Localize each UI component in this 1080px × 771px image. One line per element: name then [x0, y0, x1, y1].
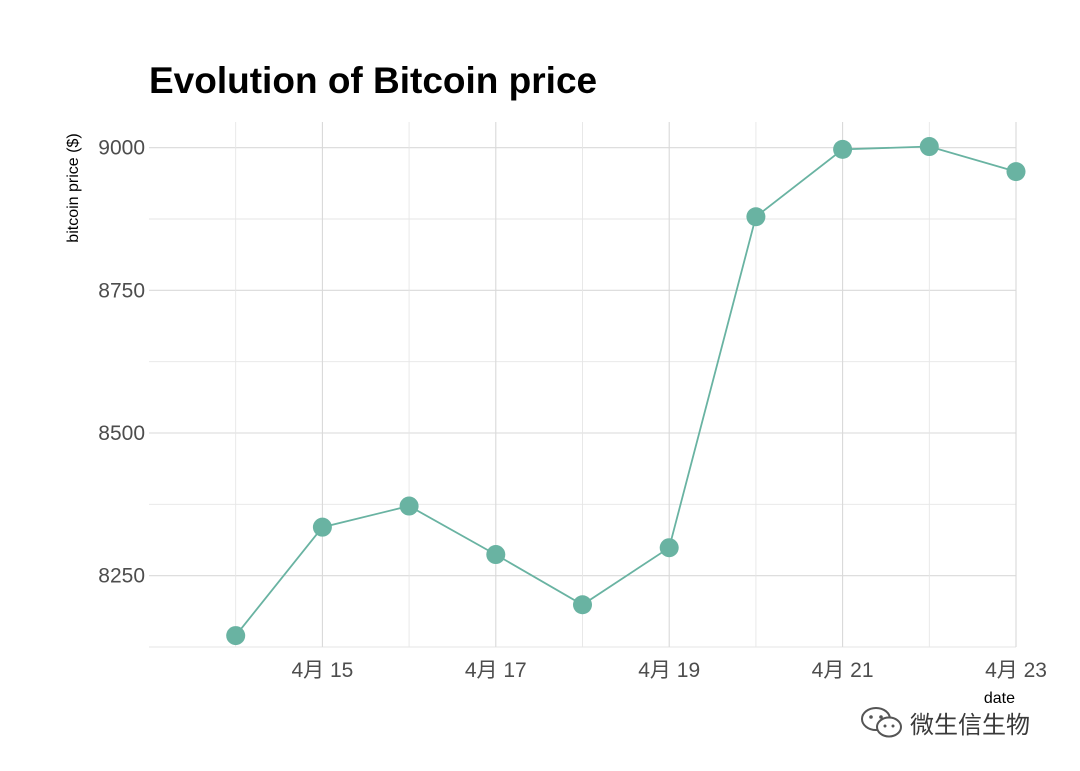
series-line	[234, 145, 1017, 637]
grid	[149, 122, 1017, 648]
data-point	[486, 545, 506, 565]
x-tick-label: 4月 19	[638, 659, 700, 682]
data-point	[746, 207, 766, 227]
chart-title: Evolution of Bitcoin price	[149, 60, 597, 101]
data-point	[833, 139, 853, 159]
data-point	[399, 496, 419, 516]
y-axis-label: bitcoin price ($)	[65, 133, 82, 242]
data-point	[312, 517, 332, 537]
wechat-icon	[861, 706, 902, 737]
y-tick-label: 8750	[98, 279, 145, 302]
data-point	[226, 626, 246, 646]
data-point	[919, 137, 939, 157]
data-point	[659, 538, 679, 558]
series-points	[226, 137, 1026, 646]
x-axis-ticks: 4月 15 4月 17 4月 19 4月 21 4月 23	[291, 659, 1046, 682]
x-tick-label: 4月 17	[465, 659, 527, 682]
watermark-text: 微生信生物	[910, 711, 1030, 739]
x-tick-label: 4月 21	[812, 659, 874, 682]
watermark: 微生信生物	[860, 705, 1030, 740]
series-polyline	[234, 145, 1017, 637]
x-tick-label: 4月 15	[291, 659, 353, 682]
y-axis-ticks: 8250 8500 8750 9000	[98, 137, 145, 588]
y-tick-label: 9000	[98, 137, 145, 160]
x-axis-label: date	[984, 690, 1015, 707]
x-tick-label: 4月 23	[985, 659, 1047, 682]
y-tick-label: 8500	[98, 422, 145, 445]
data-point	[573, 595, 592, 615]
data-point	[1006, 162, 1026, 182]
y-tick-label: 8250	[98, 565, 145, 588]
